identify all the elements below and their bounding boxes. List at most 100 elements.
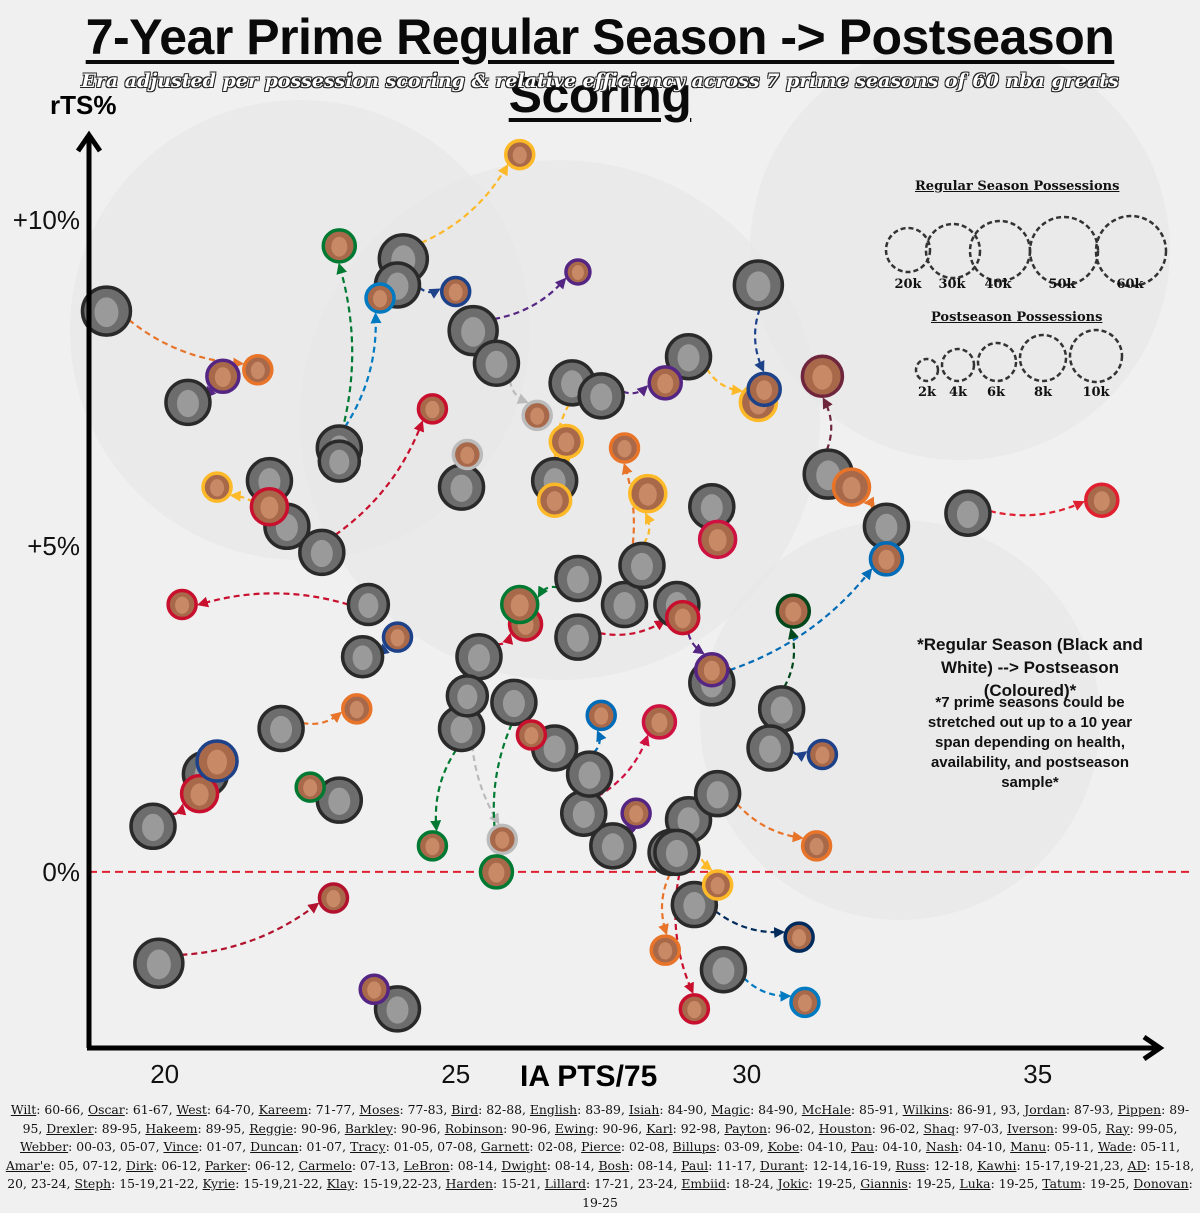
footer-player-name: Billups (672, 1139, 716, 1155)
footer-player-years: : 08-14, (629, 1157, 682, 1173)
regular-marker-face (561, 370, 584, 398)
footer-player-years: : 02-08, (620, 1139, 673, 1155)
footer-player-name: Lillard (544, 1176, 587, 1192)
post-marker-face (878, 549, 895, 570)
regular-season-point (577, 372, 625, 420)
footer-player-name: Ewing (554, 1120, 595, 1136)
postseason-point (205, 358, 241, 395)
regular-season-point (315, 776, 364, 824)
footer-player-name: Karl (646, 1120, 673, 1136)
transition-arrow (334, 420, 425, 536)
regular-marker-face (358, 593, 379, 618)
footer-player-name: Shaq (923, 1120, 956, 1136)
postseason-point (358, 973, 390, 1006)
footer-player-name: Tracy (350, 1139, 386, 1155)
footer-player-years: : 05, 07-12, (50, 1157, 126, 1173)
transition-arrow (743, 977, 792, 1002)
footer-player-name: Paul (681, 1157, 709, 1173)
transition-arrow (170, 803, 187, 816)
footer-player-name: Moses (359, 1102, 400, 1117)
transition-arrow (302, 711, 342, 725)
transition-arrow (622, 385, 649, 397)
postseason-point (478, 854, 515, 890)
regular-season-point (589, 822, 637, 870)
x-tick-label: 30 (732, 1059, 761, 1089)
post-marker-face (674, 608, 691, 629)
regular-season-point (653, 828, 701, 877)
post-marker-face (785, 601, 802, 622)
footer-player-years: : 04-10, (799, 1139, 851, 1155)
regular-marker-face (613, 592, 636, 620)
post-marker-face (367, 981, 382, 999)
regular-season-point (732, 259, 785, 311)
legend-post-circle (914, 357, 940, 383)
post-marker-face (303, 779, 318, 797)
x-tick-label: 25 (441, 1059, 470, 1089)
regular-season-point (757, 685, 806, 733)
footer-player-years: : 15-17,19-21,23, (1016, 1157, 1128, 1173)
footer-player-years: : 86-91, 93, (948, 1102, 1025, 1117)
regular-season-point (560, 789, 608, 837)
regular-marker-face (566, 565, 589, 594)
footer-player-years: : 19-25, (907, 1176, 960, 1192)
footer-player-name: Klay (326, 1176, 355, 1192)
postseason-point (800, 830, 833, 862)
regular-marker-face (450, 715, 473, 744)
regular-marker-face (146, 949, 171, 980)
regular-marker-face (572, 800, 595, 828)
footer-player-name: Dwight (501, 1157, 547, 1173)
footer-player-name: Drexler (46, 1120, 94, 1136)
post-marker-face (617, 440, 632, 458)
postseason-point (521, 399, 553, 432)
regular-season-point (80, 285, 133, 337)
footer-player-name: Ray (1105, 1120, 1130, 1136)
regular-marker-face (677, 344, 700, 372)
regular-season-point (437, 463, 486, 511)
regular-season-point (618, 541, 666, 590)
regular-marker-face (457, 684, 478, 710)
footer-player-years: : 02-08, (529, 1139, 582, 1155)
footer-player-years: : 15-19,21-22, (111, 1176, 203, 1192)
footer-player-years: Wilt: 60-66, Oscar: 61-67, West: 64-70, … (4, 1101, 1196, 1213)
regular-season-point (298, 528, 346, 577)
footer-player-years: : 64-70, (206, 1102, 259, 1117)
transition-arrow (197, 592, 349, 608)
regular-marker-face (746, 271, 771, 302)
transition-arrow (430, 749, 458, 832)
post-marker-face (558, 432, 575, 453)
footer-player-name: Embiid (681, 1176, 726, 1192)
post-marker-face (651, 712, 668, 733)
post-marker-face (495, 831, 510, 849)
footer-player-years: : 12-18, (925, 1157, 978, 1173)
regular-marker-face (485, 350, 508, 378)
post-marker-face (687, 1000, 702, 1019)
footer-player-name: Bosh (598, 1157, 630, 1173)
footer-player-name: Hakeem (145, 1120, 198, 1136)
post-marker-face (594, 707, 609, 725)
post-marker-face (510, 594, 529, 617)
footer-player-name: Harden (445, 1176, 493, 1192)
regular-season-point (490, 678, 538, 727)
footer-player-years: : 90-96, (594, 1120, 647, 1136)
footer-player-name: West (176, 1102, 207, 1117)
footer-player-years: : 90-96, (293, 1120, 345, 1136)
regular-season-point (133, 937, 185, 989)
postseason-point (499, 584, 540, 625)
transition-arrow (537, 585, 559, 598)
postseason-point (806, 738, 839, 771)
footer-player-name: Garnett (480, 1139, 530, 1155)
y-axis-label: rTS% (50, 90, 117, 120)
footer-player-name: Vince (163, 1139, 199, 1155)
postseason-point (664, 599, 701, 636)
post-marker-face (710, 876, 725, 895)
footer-player-name: Donovan (1133, 1176, 1189, 1192)
footer-player-years: : 05-11, (1132, 1139, 1181, 1155)
footer-player-years: : 84-90, (750, 1102, 802, 1117)
chart-title: 7-Year Prime Regular Season -> Postseaso… (85, 9, 1115, 123)
regular-marker-face (590, 383, 613, 411)
postseason-point (536, 482, 573, 518)
footer-player-years: : 19-25, (990, 1176, 1043, 1192)
footer-player-years: : 87-93, (1065, 1102, 1118, 1117)
footer-player-name: Duncan (250, 1139, 299, 1155)
legend-post-circle (1018, 333, 1068, 383)
